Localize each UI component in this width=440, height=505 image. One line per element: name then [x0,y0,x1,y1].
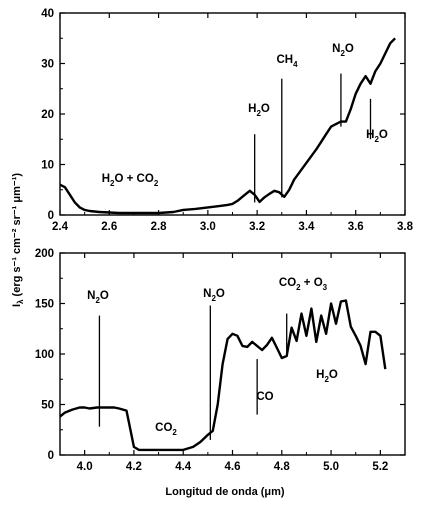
annotation-label: CO2 + O3 [279,277,328,292]
annotation-text: CO [155,422,172,434]
annotation-text: O [345,43,354,55]
x-tick-label: 4.2 [126,461,142,473]
annotation-label: CO2 [155,422,177,437]
annotation-text: O [216,288,225,300]
x-tick-label: 3.4 [298,221,315,233]
annotation-text: CO [256,391,273,403]
x-tick-label: 2.4 [52,221,69,233]
annotation-label: H2O [316,369,338,384]
annotation-subscript: 2 [154,179,159,188]
annotation-text: O [100,290,109,302]
x-tick-label: 4.6 [225,461,241,473]
spectrum-line [59,37,396,215]
annotation-subscript: 2 [324,375,329,384]
annotation-text: O + CO [115,173,154,185]
annotation-label: CO [256,391,273,403]
annotation-label: N2O [332,43,354,58]
annotation-label: N2O [203,288,225,303]
annotation-subscript: 2 [340,49,345,58]
annotation-text: H [366,129,374,141]
x-tick-label: 2.8 [151,221,168,233]
annotation-text: N [87,290,95,302]
annotation-text: O [379,129,388,141]
x-tick-label: 3.8 [397,221,414,233]
plot-frame [59,252,406,456]
annotation-label: N2O [87,290,109,305]
y-axis-label: Iλ (erg s⁻¹ cm⁻² sr⁻¹ μm⁻¹) [11,173,25,307]
x-tick-label: 2.6 [101,221,117,233]
annotation-text: H [248,103,256,115]
y-tick-label: 150 [35,299,54,311]
x-tick-label: 3.2 [249,221,265,233]
annotation-subscript: 2 [110,179,115,188]
panel-bottom: 4.0 4.2 4.4 4.6 4.8 5.0 5.2050100150200N2OCO2N… [35,248,406,473]
annotation-text: N [203,288,211,300]
x-tick-label: 5.0 [323,461,339,473]
annotation-text: N [332,43,340,55]
x-tick-label: 3.0 [200,221,216,233]
annotation-text: H [316,369,324,381]
x-tick-label: 4.8 [274,461,291,473]
y-tick-label: 0 [48,450,54,462]
y-tick-label: 0 [48,210,54,222]
spectrum-line [59,299,387,452]
x-tick-label: 4.4 [175,461,192,473]
annotation-subscript: 2 [95,296,100,305]
x-axis-label: Longitud de onda (μm) [165,486,284,498]
y-tick-label: 100 [35,349,54,361]
annotation-subscript: 2 [256,109,261,118]
x-tick-label: 4.0 [77,461,93,473]
annotation-text: H [102,173,110,185]
y-tick-label: 200 [35,248,54,260]
annotation-subscript: 2 [211,294,216,303]
y-tick-label: 30 [41,59,54,71]
y-axis-label-units: (erg s⁻¹ cm⁻² sr⁻¹ μm⁻¹) [11,173,23,300]
annotation-subscript: 2 [296,283,301,292]
annotation-text: O [261,103,270,115]
x-tick-label: 5.2 [372,461,388,473]
annotation-subscript: 4 [293,60,298,69]
y-tick-label: 40 [41,8,54,20]
annotation-label: H2O [366,129,388,144]
annotation-text: + O [301,277,323,289]
annotation-label: H2O [248,103,270,118]
annotation-text: CO [279,277,296,289]
y-tick-label: 20 [41,109,54,121]
annotation-label: H2O + CO2 [102,173,159,188]
annotation-text: O [329,369,338,381]
y-tick-label: 50 [41,400,54,412]
annotation-subscript: 2 [374,135,379,144]
annotation-subscript: 3 [323,283,328,292]
y-axis-label-symbol: I [11,304,23,307]
y-tick-label: 10 [41,160,54,172]
annotation-subscript: 2 [172,428,177,437]
y-axis-label-subscript: λ [16,299,25,304]
x-tick-label: 3.6 [348,221,364,233]
annotation-label: CH4 [276,54,298,69]
annotation-text: CH [276,54,293,66]
